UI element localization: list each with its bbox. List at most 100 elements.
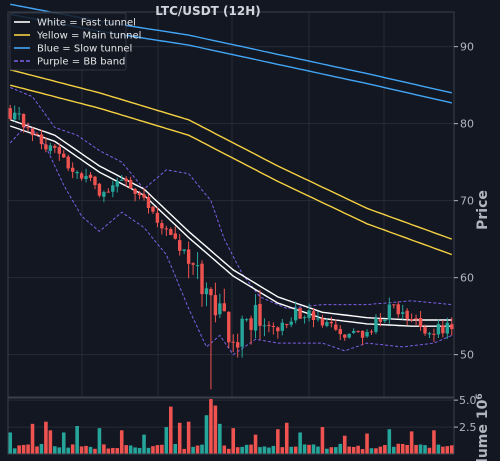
candle-body xyxy=(151,206,155,212)
volume-bar xyxy=(342,435,347,454)
volume-bar xyxy=(378,446,383,454)
chart-title: LTC/USDT (12H) xyxy=(155,4,260,18)
volume-bar xyxy=(280,447,285,454)
volume-bar xyxy=(383,445,387,454)
volume-bar xyxy=(320,427,325,454)
candle-body xyxy=(227,311,231,343)
candle-body xyxy=(235,342,240,348)
candle-body xyxy=(387,304,392,320)
candle-body xyxy=(351,330,356,333)
volume-bar xyxy=(88,446,93,454)
bb-upper-line xyxy=(10,87,452,309)
candle-body xyxy=(53,145,57,148)
candle-body xyxy=(160,223,164,229)
candle-body xyxy=(293,308,298,321)
candle-body xyxy=(182,249,186,251)
volume-label-text: Volume xyxy=(475,424,491,461)
volume-bar xyxy=(307,444,311,454)
volume-bar xyxy=(164,427,169,454)
candle-body xyxy=(209,288,213,296)
legend-item-label: Yellow = Main tunnel xyxy=(36,31,141,42)
candle-body xyxy=(374,318,378,332)
volume-bar xyxy=(369,448,374,454)
volume-bar xyxy=(191,446,195,454)
candle-body xyxy=(146,197,151,209)
volume-bar xyxy=(79,446,84,454)
candle-body xyxy=(280,322,284,331)
volume-bar xyxy=(200,444,204,454)
volume-bar xyxy=(137,447,142,454)
bb-lower-line xyxy=(9,122,452,356)
volume-exponent-power: 6 xyxy=(475,393,485,399)
candle-body xyxy=(62,153,66,158)
volume-bar xyxy=(21,444,26,454)
candle-body xyxy=(44,144,48,150)
main-tunnel-lower-line xyxy=(10,84,453,256)
volume-bar xyxy=(334,447,338,454)
volume-bar xyxy=(177,422,182,454)
volume-bar xyxy=(146,447,151,454)
volume-bar xyxy=(209,399,213,454)
candle-body xyxy=(102,192,106,197)
candle-body xyxy=(169,229,173,235)
candle-body xyxy=(164,228,169,230)
candle-body xyxy=(347,333,351,338)
volume-bar xyxy=(106,448,111,454)
volume-bars xyxy=(8,399,454,454)
candle-body xyxy=(137,193,142,196)
price-axis-ticks: 50 60 70 80 90 xyxy=(454,41,474,362)
volume-bar xyxy=(26,444,30,454)
candle-body xyxy=(173,233,177,239)
volume-bar xyxy=(102,444,106,454)
candle-body xyxy=(262,325,267,327)
volume-bar xyxy=(240,446,244,454)
volume-axis-ticks: 2.5 5.0 xyxy=(454,394,477,434)
volume-bar xyxy=(84,445,88,454)
candle-body xyxy=(267,324,271,326)
volume-bar xyxy=(387,429,392,454)
volume-bar xyxy=(418,444,423,454)
candle-body xyxy=(338,329,342,335)
candle-body xyxy=(307,310,311,318)
candle-body xyxy=(414,318,418,320)
candle-body xyxy=(195,265,200,267)
candle-body xyxy=(418,318,423,327)
volume-bar xyxy=(423,445,427,454)
volume-bar xyxy=(53,446,57,454)
bollinger-bands xyxy=(9,87,452,356)
candle-body xyxy=(325,322,329,326)
volume-bar xyxy=(445,446,450,454)
volume-tick-label: 2.5 xyxy=(459,421,477,434)
volume-bar xyxy=(182,448,186,454)
fast-tunnel-lower-line xyxy=(9,125,452,327)
legend-box xyxy=(9,12,127,71)
candle-body xyxy=(79,173,84,179)
candle-body xyxy=(70,167,75,172)
candle-body xyxy=(26,127,30,129)
candle-body xyxy=(88,174,93,178)
candle-body xyxy=(271,325,276,327)
volume-bar xyxy=(151,446,155,454)
volume-bar xyxy=(115,448,120,454)
candle-body xyxy=(383,319,387,321)
volume-bar xyxy=(235,447,240,454)
candle-body xyxy=(155,212,160,223)
volume-bar xyxy=(325,448,329,454)
candle-body xyxy=(240,318,244,347)
volume-tick-label: 5.0 xyxy=(459,394,477,407)
volume-bar xyxy=(133,447,137,454)
volume-bar xyxy=(226,448,231,454)
candle-body xyxy=(249,318,253,330)
candle-body xyxy=(409,319,414,321)
candle-body xyxy=(343,334,347,338)
candle-body xyxy=(120,179,124,181)
volume-bar xyxy=(12,448,17,454)
candle-body xyxy=(298,308,302,319)
volume-bar xyxy=(356,445,360,454)
candle-body xyxy=(436,324,441,335)
candle-body xyxy=(111,185,115,192)
volume-bar xyxy=(249,444,253,454)
candle-body xyxy=(17,113,21,115)
main-tunnel-upper-line xyxy=(10,69,453,240)
